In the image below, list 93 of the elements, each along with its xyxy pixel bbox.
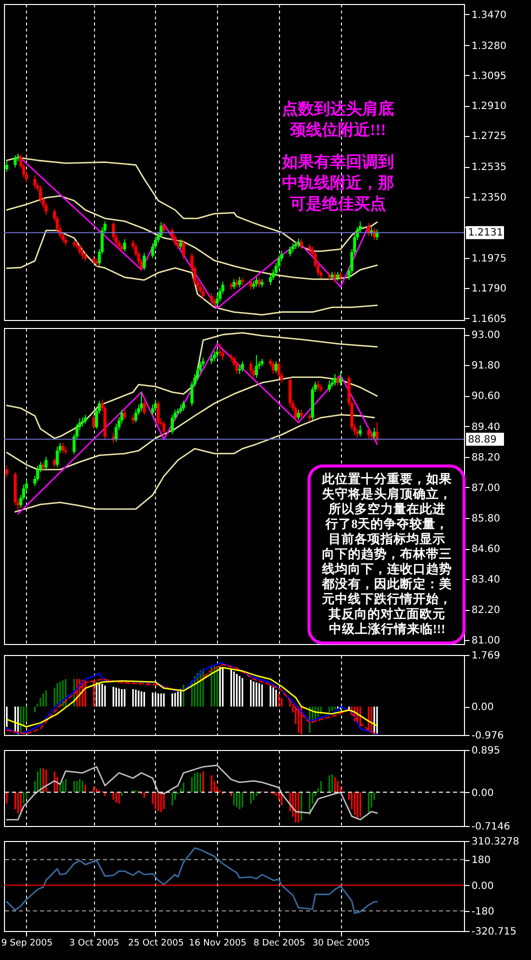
candlestick: [182, 400, 186, 412]
y-tick-label: -320.715: [472, 926, 516, 938]
candlestick: [202, 288, 205, 300]
candlestick: [182, 240, 186, 260]
candlestick: [328, 380, 331, 392]
ref-line-label: 88.89: [468, 434, 497, 446]
candlestick: [238, 276, 242, 288]
candlestick: [212, 350, 216, 362]
candlestick: [142, 400, 146, 416]
y-tick-label: 93.00: [472, 330, 500, 342]
y-tick-label: -0.976: [472, 730, 504, 742]
x-tick-label: 16 Nov 2005: [188, 938, 246, 948]
candlestick: [5, 160, 8, 172]
candlestick: [316, 380, 320, 392]
candlestick: [339, 371, 342, 386]
candlestick: [123, 238, 126, 252]
candlestick: [258, 277, 261, 288]
candlestick: [288, 246, 292, 257]
y-tick-label: 180: [472, 855, 491, 866]
candlestick: [376, 422, 379, 442]
candlestick: [5, 465, 8, 478]
y-tick-label: 1.3095: [472, 70, 506, 82]
candlestick: [210, 292, 214, 304]
candlestick: [288, 377, 292, 408]
y-tick-label: 310.3278: [472, 836, 520, 848]
candlestick: [333, 271, 336, 282]
text: 此位置十分重要，如果失守将是头肩顶确立，所以多空力量在此进行了8天的争夺较量，目前各项指标均显示向下的趋势，布林带三线均向下，连收口趋势都没有，因此断定：美元中线下跌行情开始，其反向的对立面欧元中级上涨行情来临!!!: [322, 472, 452, 636]
candlestick: [56, 446, 59, 468]
y-tick-label: 87.00: [472, 482, 500, 494]
candlestick: [36, 465, 40, 482]
y-tick-label: 84.60: [472, 544, 500, 556]
y-tick-label: 0.00: [472, 788, 494, 799]
y-tick-label: 1.2910: [472, 101, 506, 112]
candlestick: [61, 442, 64, 454]
y-tick-label: -0.7146: [472, 822, 510, 832]
y-tick-label: 83.40: [472, 574, 500, 586]
candlestick: [235, 360, 238, 375]
y-tick-label: 81.00: [472, 636, 500, 647]
y-tick-label: 0.00: [472, 880, 494, 892]
candlestick: [297, 409, 300, 420]
candlestick: [44, 456, 48, 470]
line-series: [6, 230, 378, 316]
candlestick: [218, 343, 222, 357]
candlestick: [300, 238, 303, 250]
candlestick: [123, 409, 126, 420]
y-tick-label: 89.40: [472, 422, 500, 433]
y-tick-label: 1.1605: [472, 314, 506, 325]
line-series: [6, 764, 378, 820]
candlestick: [154, 399, 157, 412]
y-tick-label: 1.3280: [472, 40, 506, 52]
y-tick-label: 1.1975: [472, 254, 506, 265]
line-series: [6, 332, 378, 439]
y-tick-label: 85.80: [472, 513, 500, 524]
candlestick: [268, 274, 272, 286]
y-tick-label: 1.2725: [472, 131, 506, 142]
annotation: 点数到达头肩底颈线位附近!!!: [282, 99, 394, 139]
candlestick: [249, 360, 252, 375]
y-tick-label: 1.2350: [472, 192, 506, 204]
candlestick: [240, 360, 244, 372]
y-tick-label: 90.60: [472, 391, 500, 402]
ref-line-label: 1.2131: [468, 228, 503, 239]
y-tick-label: 82.20: [472, 605, 500, 616]
candlestick: [142, 252, 146, 271]
candlestick: [367, 427, 370, 440]
candlestick: [162, 420, 166, 436]
x-tick-label: 25 Oct 2005: [128, 938, 184, 948]
y-tick-label: 91.80: [472, 360, 500, 372]
y-tick-label: 1.2535: [472, 162, 506, 174]
x-tick-label: 30 Dec 2005: [312, 938, 370, 948]
x-tick-label: 8 Dec 2005: [253, 938, 306, 948]
candlestick: [14, 154, 17, 168]
y-tick-label: 0.895: [472, 746, 500, 756]
candlestick: [372, 427, 376, 440]
candlestick: [333, 374, 336, 386]
candlestick: [232, 278, 236, 290]
y-tick-label: -180: [472, 906, 494, 918]
candlestick: [156, 400, 160, 426]
y-tick-label: 1.769: [472, 650, 500, 662]
candlestick: [254, 354, 258, 378]
x-tick-label: 3 Oct 2005: [69, 938, 120, 948]
candlestick: [179, 238, 182, 250]
candlestick: [274, 360, 278, 374]
candlestick: [33, 175, 36, 190]
y-tick-label: 0.00: [472, 702, 494, 714]
line-series: [6, 847, 378, 914]
candlestick: [78, 244, 82, 256]
y-tick-label: 1.1790: [472, 284, 506, 295]
candlestick: [358, 424, 362, 437]
x-tick-label: 9 Sep 2005: [1, 938, 53, 948]
y-tick-label: 1.3470: [472, 10, 506, 21]
candlestick: [162, 222, 166, 234]
y-tick-label: 88.20: [472, 452, 500, 464]
annotation: 如果有幸回调到中轨线附近，那可是绝佳买点: [281, 153, 394, 213]
